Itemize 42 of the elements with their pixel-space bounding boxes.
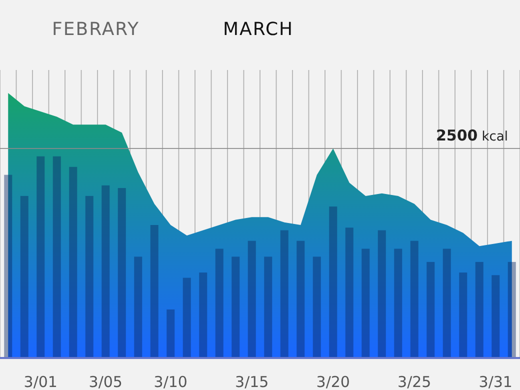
- bar: [329, 206, 338, 357]
- bar: [508, 262, 516, 357]
- bar: [312, 256, 321, 357]
- bar: [52, 156, 61, 357]
- bar: [280, 230, 288, 357]
- bar: [150, 225, 158, 357]
- bar: [410, 240, 418, 357]
- bar: [296, 240, 305, 357]
- x-tick-label: 3/31: [478, 373, 512, 390]
- x-tick-label: 3/25: [398, 373, 432, 390]
- bar: [426, 262, 435, 357]
- bar: [166, 309, 175, 357]
- bar: [134, 256, 142, 357]
- bar: [215, 248, 224, 357]
- bar: [492, 275, 500, 357]
- x-tick-label: 3/15: [235, 373, 269, 390]
- bar: [475, 262, 484, 357]
- bar: [442, 248, 451, 357]
- x-tick-label: 3/10: [154, 373, 188, 390]
- x-tick-label: 3/01: [24, 373, 58, 390]
- bar: [232, 256, 240, 357]
- bar: [362, 248, 370, 357]
- bar: [378, 230, 386, 357]
- text: FEBRARY: [52, 19, 140, 40]
- bar: [20, 196, 28, 357]
- bar: [69, 166, 78, 357]
- bar: [4, 174, 12, 357]
- bar: [459, 272, 468, 357]
- x-tick-label: 3/20: [316, 373, 350, 390]
- bar: [199, 272, 208, 357]
- bar: [36, 156, 45, 357]
- chart-title: MARCH: [223, 19, 294, 40]
- bar: [248, 240, 256, 357]
- bar: [394, 248, 402, 357]
- bar: [345, 228, 354, 357]
- x-tick-label: 3/05: [88, 373, 122, 390]
- bar: [102, 185, 110, 357]
- bar: [264, 256, 272, 357]
- bar: [182, 278, 191, 357]
- bar: [85, 196, 94, 357]
- ref-line-label: 2500 kcal: [436, 126, 508, 144]
- bar: [118, 188, 126, 357]
